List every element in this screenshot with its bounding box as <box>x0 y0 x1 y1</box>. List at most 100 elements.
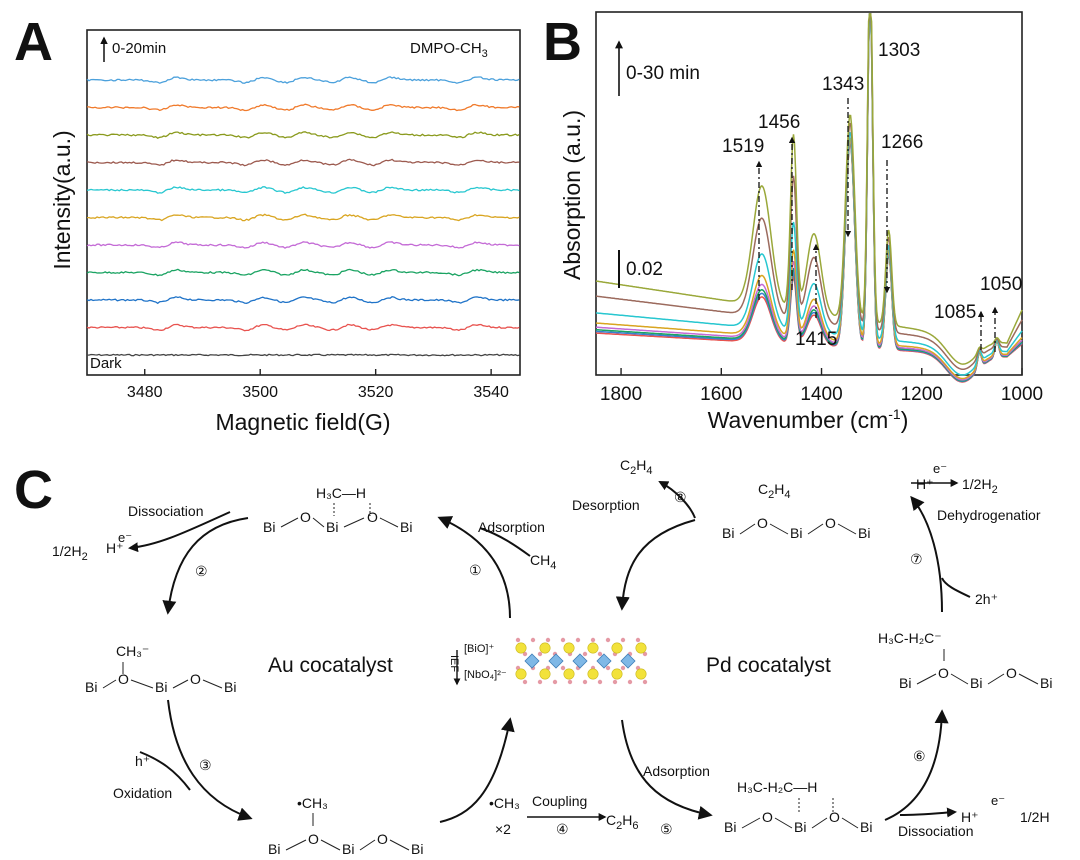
label-h-plus-pd-bottom: H⁺ <box>961 809 979 825</box>
arrow-desorption <box>615 519 696 611</box>
lattice-o-atom <box>597 651 603 657</box>
step-6: ⑥ <box>913 748 926 764</box>
panel-a-species-label: DMPO-CH3 <box>410 40 488 60</box>
text-bi: Bi <box>342 841 354 857</box>
text-o: O <box>367 509 378 525</box>
text-o: O <box>1006 665 1017 681</box>
panel-b-time-label: 0-30 min <box>626 63 700 84</box>
lattice-nb-octahedron <box>596 653 612 669</box>
lattice-bi-atom <box>539 642 551 654</box>
lattice-nb-octahedron <box>620 653 636 669</box>
text-o: O <box>829 809 840 825</box>
panel-b-traces <box>595 13 1023 383</box>
text-bio: [BiO]⁺ <box>464 643 494 655</box>
lattice-bi-atom <box>611 642 623 654</box>
arrow-c2h4-out <box>658 481 696 519</box>
lattice-bi-atom <box>515 642 527 654</box>
lattice-o-atom <box>552 679 558 685</box>
structure-ch3-minus: CH₃⁻ Bi O Bi O Bi <box>85 643 236 695</box>
label-h-plus-pd-top: H⁺ <box>916 476 934 492</box>
step-3: ③ <box>199 757 212 773</box>
panel-a-trace-trace-2 <box>86 296 520 305</box>
structure-ch3-radical: •CH₃ Bi O Bi O Bi <box>268 795 423 857</box>
panel-a-xtick-label-3500: 3500 <box>242 384 278 401</box>
label-two-h-plus: 2h⁺ <box>975 591 998 607</box>
peak-label-1415: 1415 <box>795 329 837 350</box>
panel-a-trace-trace-9 <box>87 103 520 112</box>
text-o: O <box>118 671 129 687</box>
text-bi: Bi <box>224 679 236 695</box>
panel-b-trace-t5 <box>595 13 1023 376</box>
lattice-nb-octahedron <box>548 653 564 669</box>
arrow-h-release-pd <box>899 807 957 818</box>
arrow-2h-plus-in <box>941 577 971 598</box>
lattice-bi-atom <box>515 668 527 680</box>
text-o: O <box>762 809 773 825</box>
text-h3c-h2c-minus: H₃C-H₂C⁻ <box>878 630 942 646</box>
panel-a-xtick-label-3520: 3520 <box>358 384 394 401</box>
text-ch3-minus: CH₃⁻ <box>116 643 149 659</box>
text-o: O <box>757 515 768 531</box>
label-half-h2-pd-bottom: 1/2H <box>1020 809 1050 825</box>
label-desorption: Desorption <box>572 497 640 513</box>
label-h-plus-au: H⁺ <box>106 540 124 556</box>
panel-a-xlabel: Magnetic field(G) <box>215 409 390 435</box>
label-dot-ch3-x: •CH₃ <box>489 795 520 811</box>
text-bi: Bi <box>860 819 872 835</box>
lattice-bi-atom <box>563 668 575 680</box>
panel-a-dark-label: Dark <box>90 355 122 372</box>
panel-b-ylabel: Absorption (a.u.) <box>559 110 585 280</box>
label-pd-cocatalyst: Pd cocatalyst <box>706 654 831 677</box>
label-times-two: ×2 <box>495 821 511 837</box>
lattice-o-atom <box>642 651 648 657</box>
text-bi: Bi <box>155 679 167 695</box>
panel-a-traces <box>86 76 520 357</box>
lattice-bi-atom <box>611 668 623 680</box>
panel-b-xtick-label-1400: 1400 <box>800 384 842 405</box>
lattice-o-atom <box>537 651 543 657</box>
lattice-o-atom <box>530 637 536 643</box>
label-e-pd-bottom: e⁻ <box>991 793 1005 808</box>
lattice-o-atom <box>590 637 596 643</box>
structure-ethyl-minus: H₃C-H₂C⁻ Bi O Bi O Bi <box>878 630 1052 691</box>
lattice-o-atom <box>620 665 626 671</box>
text-dot-ch3: •CH₃ <box>297 795 328 811</box>
label-au-cocatalyst: Au cocatalyst <box>268 654 393 677</box>
arrow-h-plus-in <box>139 751 191 791</box>
text-o: O <box>377 831 388 847</box>
label-e-pd-top: e⁻ <box>933 461 947 476</box>
crystal-lattice <box>515 637 648 685</box>
label-coupling: Coupling <box>532 793 587 809</box>
label-half-h2-pd-top: 1/2H2 <box>962 476 998 496</box>
step-4: ④ <box>556 821 569 837</box>
panel-b-xlabel: Wavenumber (cm-1) <box>708 406 909 433</box>
panel-a-trace-dark <box>86 353 520 357</box>
panel-b-frame <box>595 11 1023 376</box>
panel-b-xtick-label-1800: 1800 <box>600 384 642 405</box>
label-oxidation: Oxidation <box>113 785 172 801</box>
text-o: O <box>938 665 949 681</box>
panel-b-xtick-label-1600: 1600 <box>700 384 742 405</box>
text-bi: Bi <box>268 841 280 857</box>
arrow-to-catalyst <box>439 717 515 823</box>
peak-label-1456: 1456 <box>758 112 800 133</box>
peak-label-1303: 1303 <box>878 40 920 61</box>
text-bi: Bi <box>85 679 97 695</box>
label-dissociation-au: Dissociation <box>128 503 203 519</box>
text-o: O <box>190 671 201 687</box>
lattice-bi-atom <box>539 668 551 680</box>
panel-a-trace-trace-3 <box>86 268 520 277</box>
lattice-o-atom <box>545 637 551 643</box>
panel-c-letter: C <box>14 460 53 520</box>
label-ch4: CH4 <box>530 552 556 572</box>
panel-b-scale-label: 0.02 <box>626 259 663 280</box>
panel-a-xticks: 3480 3500 3520 3540 <box>127 369 509 401</box>
step-8: ⑧ <box>674 489 687 505</box>
step-1: ① <box>469 562 482 578</box>
label-half-h2-au: 1/2H2 <box>52 543 88 563</box>
text-bi: Bi <box>724 819 736 835</box>
arrow-to-pd-intermediate <box>884 709 949 821</box>
label-h-plus-hole: h⁺ <box>135 753 150 769</box>
lattice-bi-atom <box>635 668 647 680</box>
